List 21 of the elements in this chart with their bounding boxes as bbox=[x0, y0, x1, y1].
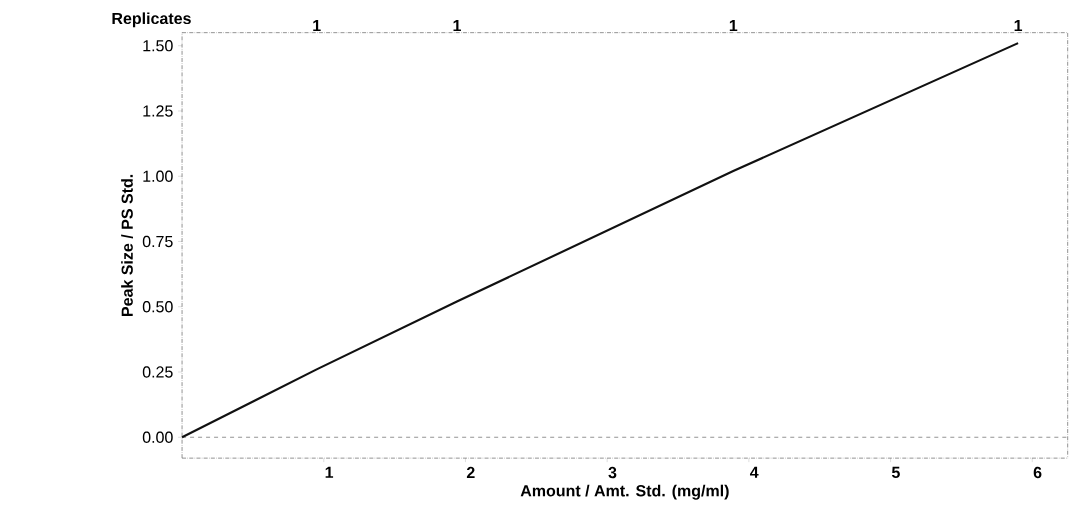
x-tick-label: 4 bbox=[749, 466, 759, 478]
y-axis-title: Peak Size / PS Std. bbox=[121, 174, 134, 316]
text: 1 bbox=[1014, 19, 1023, 31]
text: 1 bbox=[729, 19, 738, 31]
y-tick-label: 0.75 bbox=[142, 235, 173, 247]
y-tick-label: 1.25 bbox=[143, 105, 173, 117]
x-tick-label: 2 bbox=[466, 466, 475, 478]
x-tick-label: 1 bbox=[325, 466, 334, 478]
line-series bbox=[180, 41, 1020, 439]
y-tick-label: 1.50 bbox=[143, 39, 173, 52]
y-tick-label: 0.25 bbox=[142, 366, 173, 378]
text: 1 bbox=[313, 19, 321, 31]
x-axis-title: Amount / Amt. Std. (mg/ml) bbox=[520, 484, 729, 500]
y-tick-label: 0.00 bbox=[142, 431, 173, 443]
y-tick-label: 0.50 bbox=[142, 300, 173, 313]
text: 1 bbox=[453, 19, 461, 31]
x-tick-label: 6 bbox=[1033, 466, 1042, 478]
x-tick-label: 3 bbox=[608, 466, 617, 478]
x-tick-label: 5 bbox=[891, 466, 900, 478]
y-tick-label: 1.00 bbox=[143, 170, 173, 182]
x2-axis-title: Replicates bbox=[112, 12, 191, 28]
